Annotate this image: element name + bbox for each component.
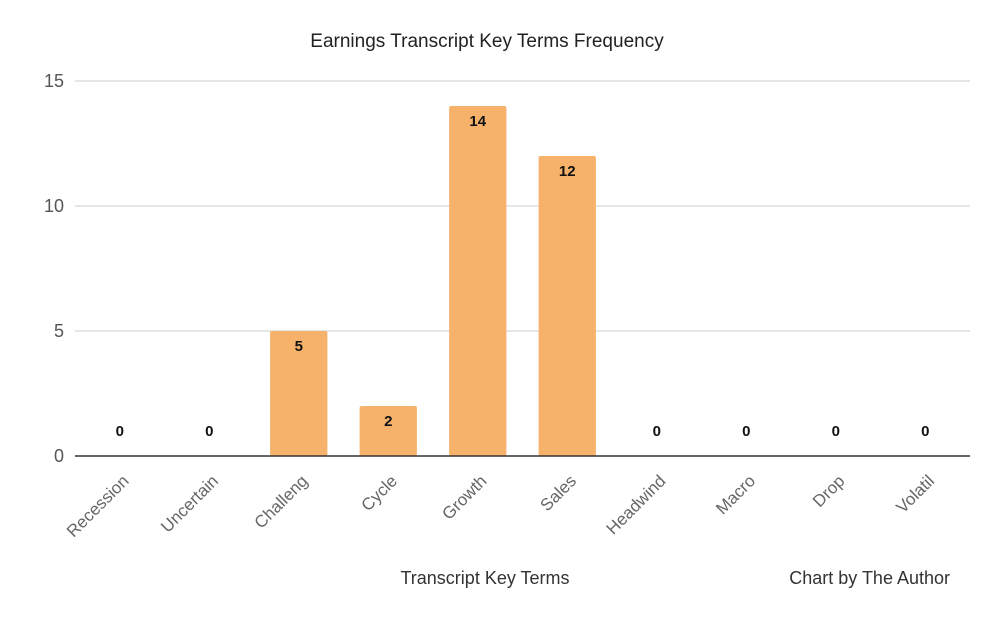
y-tick-label: 10 [44, 196, 64, 216]
y-tick-label: 15 [44, 71, 64, 91]
bar [270, 331, 328, 456]
x-tick-label: Challeng [251, 471, 312, 532]
y-tick-label: 0 [54, 446, 64, 466]
x-tick-label: Drop [809, 471, 848, 510]
data-label: 14 [469, 113, 486, 130]
data-label: 2 [384, 413, 392, 430]
data-label: 0 [921, 423, 929, 440]
chart-credit: Chart by The Author [789, 568, 950, 588]
y-axis-ticks: 0 5 10 15 [44, 71, 64, 466]
x-tick-label: Volatil [893, 471, 939, 517]
data-label: 0 [116, 423, 124, 440]
x-tick-label: Uncertain [157, 471, 222, 536]
chart-title: Earnings Transcript Key Terms Frequency [310, 31, 664, 52]
gridlines [75, 80, 970, 332]
y-tick-label: 5 [54, 321, 64, 341]
x-tick-label: Macro [712, 471, 759, 518]
x-axis-title: Transcript Key Terms [400, 568, 569, 588]
x-axis-categories: Recession Uncertain Challeng Cycle Growth Sal… [63, 471, 938, 541]
data-label: 0 [742, 423, 750, 440]
bar [359, 406, 417, 456]
bar [449, 106, 507, 456]
bars [270, 106, 596, 456]
data-label: 0 [653, 423, 661, 440]
bar [538, 156, 596, 456]
data-label: 0 [832, 423, 840, 440]
data-label: 12 [559, 163, 576, 180]
data-label: 5 [295, 338, 303, 355]
data-label: 0 [205, 423, 213, 440]
data-labels: 0 0 5 2 14 12 0 0 0 0 [116, 113, 930, 440]
x-tick-label: Recession [63, 471, 133, 541]
x-tick-label: Growth [438, 471, 490, 523]
x-tick-label: Sales [537, 471, 581, 515]
x-tick-label: Cycle [358, 471, 401, 514]
x-tick-label: Headwind [603, 471, 670, 538]
